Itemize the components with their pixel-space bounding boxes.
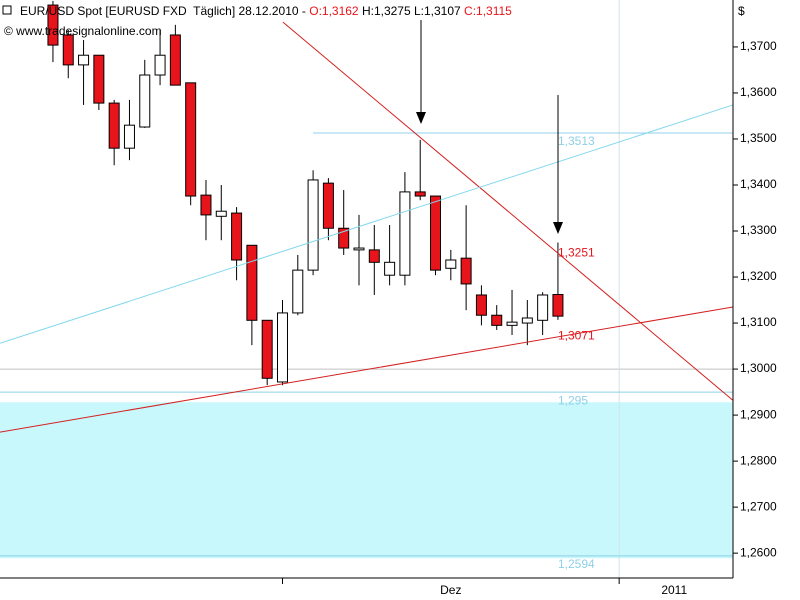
candle-body xyxy=(200,194,212,216)
annotation: 1,3071 xyxy=(558,329,595,343)
y-tick-label: 1,2700 xyxy=(740,499,777,513)
candle-body xyxy=(185,82,197,197)
candle-body xyxy=(552,294,564,317)
watermark: © www.tradesignalonline.com xyxy=(4,24,162,38)
candle-body xyxy=(521,317,533,324)
title: EUR/USD Spot [EURUSD FXD Täglich] 28.12.… xyxy=(20,4,309,18)
candle-body xyxy=(169,34,181,86)
candle-body xyxy=(338,227,350,249)
trend-line xyxy=(282,21,734,401)
header: EUR/USD Spot [EURUSD FXD Täglich] 28.12.… xyxy=(20,4,512,18)
x-tick-label: 2011 xyxy=(661,583,687,597)
candle-body xyxy=(414,191,426,197)
candle-body xyxy=(47,4,59,46)
candle-body xyxy=(292,269,304,314)
y-tick-label: 1,2800 xyxy=(740,453,777,467)
candle-body xyxy=(108,102,120,149)
candle-body xyxy=(475,294,487,316)
y-tick-label: 1,3400 xyxy=(740,177,777,191)
y-tick-label: 1,3300 xyxy=(740,223,777,237)
y-tick-label: 1,3700 xyxy=(740,39,777,53)
icon xyxy=(2,5,12,15)
candle-body xyxy=(93,54,105,104)
y-tick-label: 1,3600 xyxy=(740,85,777,99)
currency: $ xyxy=(738,4,745,18)
level-label: 1,295 xyxy=(558,393,588,407)
candle-body xyxy=(430,195,442,271)
candle-body xyxy=(368,249,380,263)
y-tick-label: 1,3000 xyxy=(740,361,777,375)
arrow-head xyxy=(416,112,426,124)
candle-body xyxy=(123,124,135,149)
ohlc-open: O:1,3162 xyxy=(309,4,359,18)
candle-body xyxy=(261,319,273,379)
candle-body xyxy=(307,179,319,271)
candle-body xyxy=(384,261,396,276)
arrow-head xyxy=(553,222,563,234)
trend-line xyxy=(0,104,734,344)
candle-body xyxy=(537,294,549,321)
level-label: 1,3513 xyxy=(558,134,595,148)
zone xyxy=(0,402,733,559)
candle-body xyxy=(491,314,503,326)
candle-body xyxy=(215,210,227,217)
y-tick-label: 1,3200 xyxy=(740,269,777,283)
candle-body xyxy=(276,312,288,383)
ohlc-close: C:1,3115 xyxy=(464,4,512,18)
x-tick-label: Dez xyxy=(440,583,461,597)
candle-body xyxy=(399,191,411,276)
candle-body xyxy=(139,74,151,128)
plot-area: 1,3513 1,295 1,2594 1,3251 1,3071 xyxy=(0,0,734,578)
annotation: 1,3251 xyxy=(558,246,595,260)
arrows xyxy=(416,20,563,234)
y-tick-label: 1,2900 xyxy=(740,407,777,421)
y-tick-label: 1,3500 xyxy=(740,131,777,145)
candle-body xyxy=(506,321,518,326)
level-label: 1,2594 xyxy=(558,557,595,571)
candle-body xyxy=(62,34,74,66)
y-tick-label: 1,2600 xyxy=(740,545,777,559)
y-tick-label: 1,3100 xyxy=(740,315,777,329)
candle-body xyxy=(353,247,365,251)
candle-body xyxy=(78,54,90,66)
candle-body xyxy=(322,182,334,229)
candle-body xyxy=(460,257,472,285)
candle-body xyxy=(445,259,457,269)
candle-body xyxy=(154,54,166,76)
candle-body xyxy=(246,244,258,321)
trend-line xyxy=(0,306,734,433)
candle-body xyxy=(231,212,243,261)
ohlc-high-low: H:1,3275 L:1,3107 xyxy=(362,4,461,18)
